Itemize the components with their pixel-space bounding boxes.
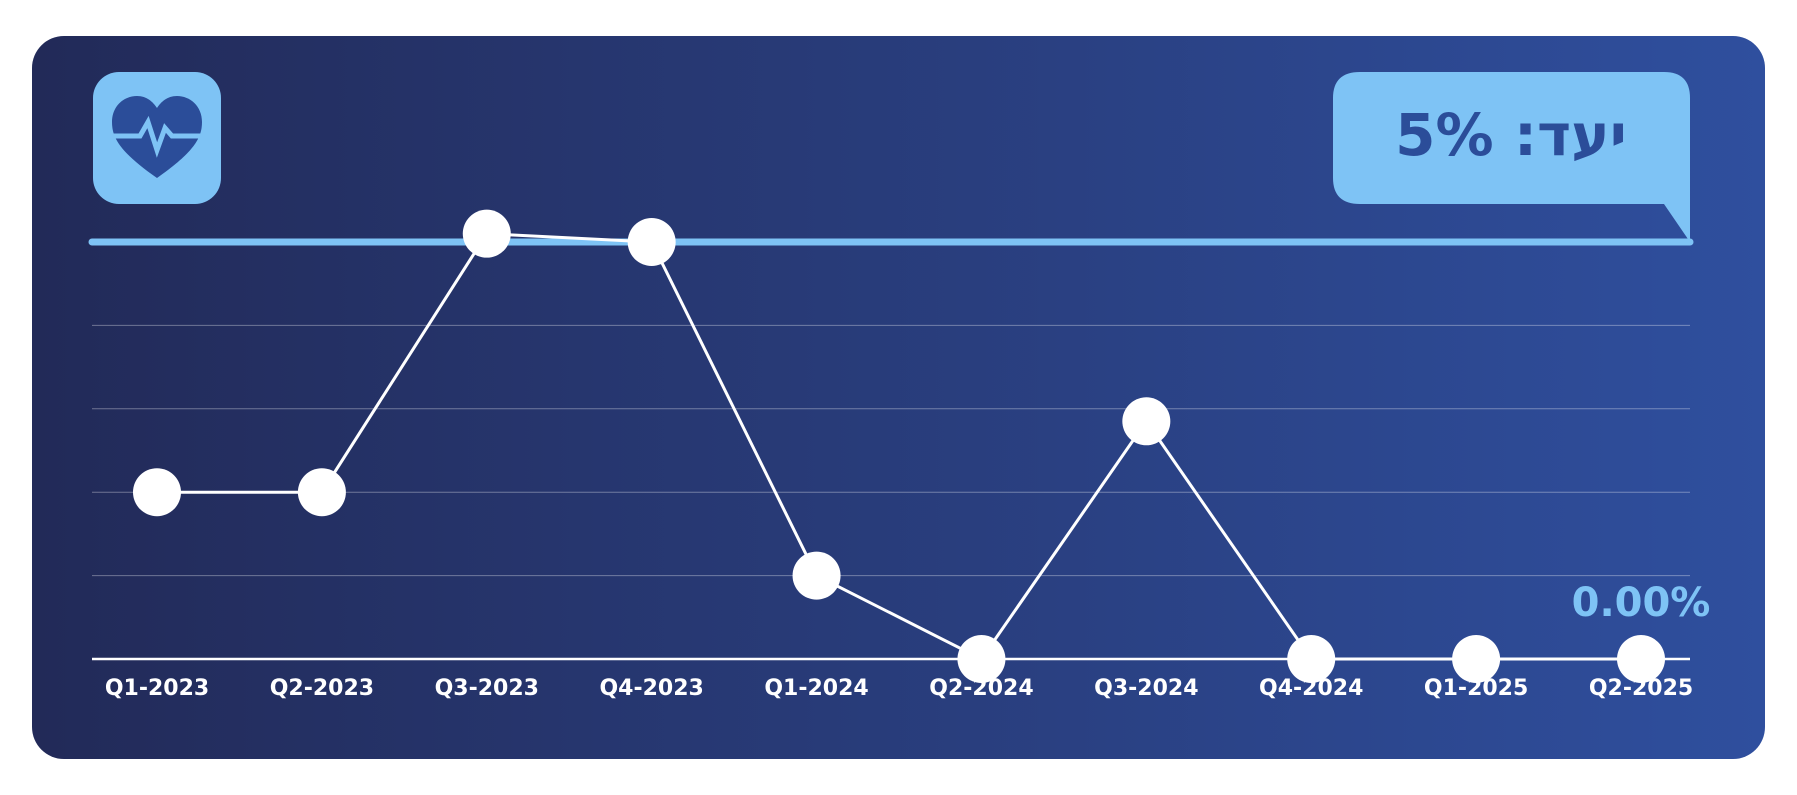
data-point <box>792 551 841 600</box>
data-line <box>157 232 1641 661</box>
data-point <box>1617 635 1665 683</box>
x-tick-label: Q3-2023 <box>435 676 539 701</box>
x-tick-label: Q3-2024 <box>1094 676 1198 701</box>
heart-icon <box>93 72 221 204</box>
x-tick-label: Q1-2023 <box>105 676 209 701</box>
data-point <box>627 218 676 266</box>
data-point <box>957 635 1006 683</box>
target-label: יעד: 5% <box>1395 101 1627 169</box>
data-point <box>133 468 181 517</box>
data-point <box>462 209 511 258</box>
data-point <box>1287 635 1336 683</box>
target-bubble <box>1333 72 1690 242</box>
data-point <box>297 468 346 517</box>
data-point <box>1452 635 1501 683</box>
card <box>32 36 1765 759</box>
value-label: 0.00% <box>1572 580 1711 626</box>
x-tick-label: Q1-2024 <box>764 676 868 701</box>
data-point <box>1122 397 1171 446</box>
x-tick-label: Q2-2023 <box>270 676 374 701</box>
x-tick-label: Q4-2023 <box>599 676 703 701</box>
